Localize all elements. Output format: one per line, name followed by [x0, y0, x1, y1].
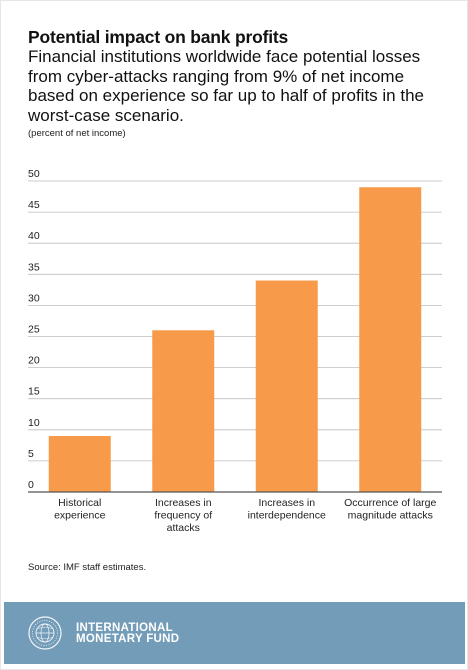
footer-bar: INTERNATIONAL MONETARY FUND: [4, 602, 465, 664]
y-tick-label: 30: [28, 292, 40, 304]
org-name-line-1: INTERNATIONAL: [76, 622, 173, 634]
y-tick-label: 20: [28, 355, 40, 367]
bar: [48, 436, 111, 492]
bar: [359, 187, 422, 492]
org-name-line-2: MONETARY FUND: [76, 633, 180, 645]
category-label: Occurrence of large magnitude attacks: [344, 497, 436, 522]
y-tick-label: 0: [28, 479, 34, 491]
y-tick-label: 50: [28, 168, 40, 180]
bars: [48, 187, 422, 492]
axes: 0 5 10 15 20 25 30 35 40 45 50: [28, 168, 442, 493]
source-note: Source: IMF staff estimates.: [28, 562, 147, 573]
category-labels: Historical experience Increases in frequenc…: [54, 497, 436, 534]
chart-subtitle: Financial institutions worldwide face po…: [28, 47, 424, 125]
unit-note: (percent of net income): [28, 128, 126, 139]
category-label: Increases in frequency of attacks: [154, 497, 212, 534]
y-tick-label: 5: [28, 448, 34, 460]
y-tick-label: 10: [28, 417, 40, 429]
category-label: Historical experience: [54, 497, 106, 522]
y-tick-label: 25: [28, 324, 40, 336]
bar: [255, 280, 318, 492]
y-tick-label: 45: [28, 199, 40, 211]
category-label: Increases in interdependence: [248, 497, 326, 522]
chart-title: Potential impact on bank profits: [28, 27, 289, 47]
y-tick-label: 15: [28, 386, 40, 398]
y-tick-label: 35: [28, 261, 40, 273]
bar: [152, 330, 215, 492]
y-tick-label: 40: [28, 230, 40, 242]
org-name: INTERNATIONAL MONETARY FUND: [76, 622, 180, 645]
imf-seal-icon: [28, 616, 62, 650]
bar-chart: 0 5 10 15 20 25 30 35 40 45 50 Historical experienc…: [28, 168, 442, 534]
